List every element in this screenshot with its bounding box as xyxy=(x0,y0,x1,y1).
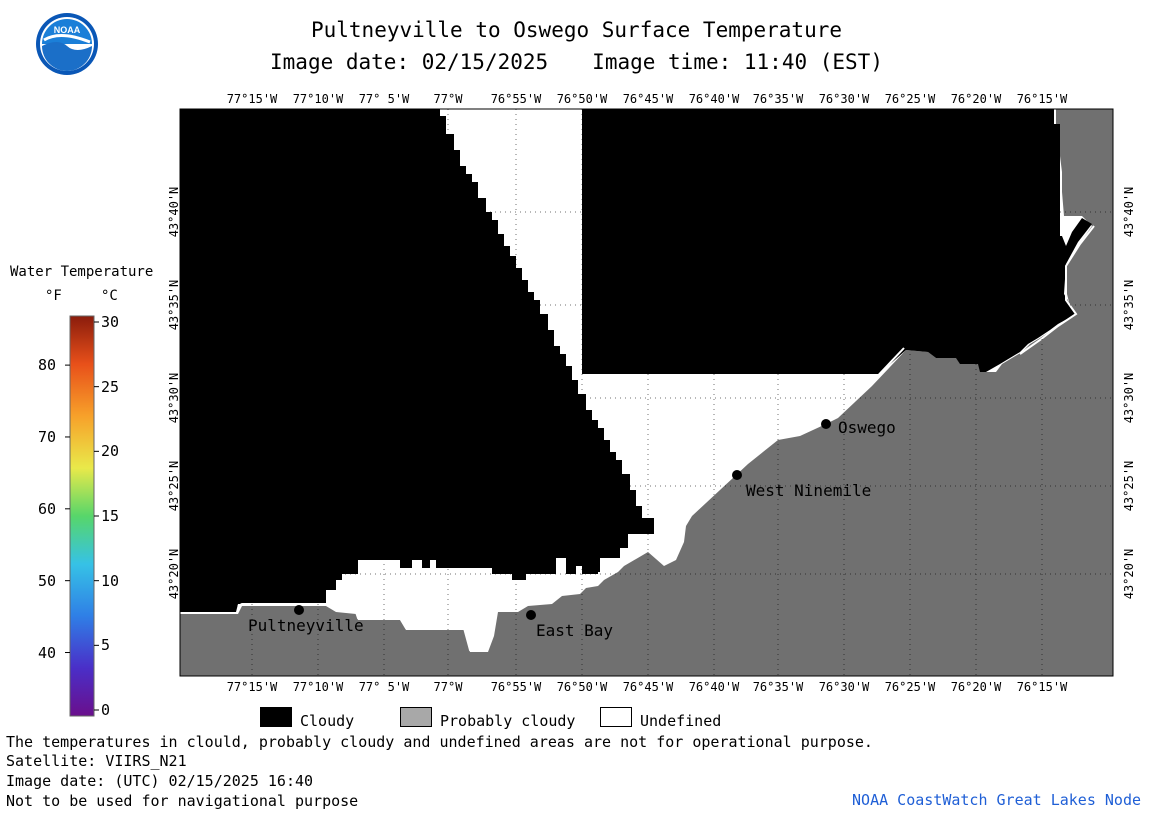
lat-labels-left: 43°40'N 43°35'N 43°30'N 43°25'N 43°20'N xyxy=(167,187,181,600)
footer-note: The temperatures in clould, probably clo… xyxy=(6,733,873,751)
noaa-logo: NOAA xyxy=(36,13,98,75)
lon-label-top: 76°50'W xyxy=(557,92,608,106)
lon-label-bottom: 76°30'W xyxy=(819,680,870,694)
lat-label-right: 43°25'N xyxy=(1122,461,1136,512)
colorbar-c-tick: 0 xyxy=(101,701,111,719)
lon-label-bottom: 76°35'W xyxy=(753,680,804,694)
lat-label-right: 43°20'N xyxy=(1122,549,1136,600)
lon-label-top: 77°15'W xyxy=(227,92,278,106)
lon-label-bottom: 77°W xyxy=(434,680,464,694)
label-oswego: Oswego xyxy=(838,418,896,437)
footer-image-date-utc: Image date: (UTC) 02/15/2025 16:40 xyxy=(6,772,314,790)
lat-label-left: 43°40'N xyxy=(167,187,181,238)
legend-swatch-cloudy xyxy=(260,707,292,727)
marker-west-ninemile xyxy=(732,470,742,480)
colorbar-c-tick: 15 xyxy=(101,507,120,525)
label-pultneyville: Pultneyville xyxy=(248,616,364,635)
cloud-mass-northeast xyxy=(582,109,1092,374)
image-time-label: Image time: 11:40 (EST) xyxy=(592,50,883,74)
lon-label-top: 77°W xyxy=(434,92,464,106)
lon-label-top: 76°45'W xyxy=(623,92,674,106)
colorbar-c-tick: 20 xyxy=(101,442,120,461)
colorbar-unit-f: °F xyxy=(45,288,62,304)
map-title: Pultneyville to Oswego Surface Temperatu… xyxy=(310,18,842,42)
lon-label-top: 77° 5'W xyxy=(359,92,410,106)
colorbar-title: Water Temperature xyxy=(10,264,154,280)
lon-label-bottom: 76°50'W xyxy=(557,680,608,694)
label-east-bay: East Bay xyxy=(536,621,613,640)
lon-label-top: 77°10'W xyxy=(293,92,344,106)
graticule xyxy=(180,109,1113,676)
lat-label-right: 43°30'N xyxy=(1122,373,1136,424)
colorbar-c-tick: 30 xyxy=(101,313,120,331)
lon-label-top: 76°40'W xyxy=(689,92,740,106)
lat-label-left: 43°20'N xyxy=(167,549,181,600)
lon-label-bottom: 77° 5'W xyxy=(359,680,410,694)
marker-pultneyville xyxy=(294,605,304,615)
land-south-shore xyxy=(180,109,1113,676)
legend-label-undefined: Undefined xyxy=(640,712,722,730)
lon-label-top: 76°20'W xyxy=(951,92,1002,106)
lon-label-bottom: 76°55'W xyxy=(491,680,542,694)
footer-satellite: Satellite: VIIRS_N21 xyxy=(6,752,187,770)
lat-labels-right: 43°40'N 43°35'N 43°30'N 43°25'N 43°20'N xyxy=(1122,187,1136,600)
lon-label-top: 76°25'W xyxy=(885,92,936,106)
legend-swatch-probably-cloudy xyxy=(400,707,432,727)
map-subtitle: Image date: 02/15/2025 Image time: 11:40 … xyxy=(0,50,1153,74)
lon-label-top: 76°30'W xyxy=(819,92,870,106)
colorbar-f-tick: 80 xyxy=(38,356,57,375)
lon-label-bottom: 76°15'W xyxy=(1017,680,1068,694)
footer-credit: NOAA CoastWatch Great Lakes Node xyxy=(852,791,1141,809)
lon-label-bottom: 76°40'W xyxy=(689,680,740,694)
marker-east-bay xyxy=(526,610,536,620)
colorbar-f-tick: 60 xyxy=(38,499,57,518)
lon-label-top: 76°55'W xyxy=(491,92,542,106)
lon-label-bottom: 76°45'W xyxy=(623,680,674,694)
footer-nav-warning: Not to be used for navigational purpose xyxy=(6,792,359,810)
lat-label-left: 43°30'N xyxy=(167,373,181,424)
lat-label-left: 43°35'N xyxy=(167,280,181,331)
lat-label-right: 43°40'N xyxy=(1122,187,1136,238)
colorbar-c-tick: 5 xyxy=(101,636,111,655)
image-date-label: Image date: 02/15/2025 xyxy=(270,50,549,74)
lon-label-bottom: 76°20'W xyxy=(951,680,1002,694)
lon-label-top: 76°15'W xyxy=(1017,92,1068,106)
marker-oswego xyxy=(821,419,831,429)
colorbar-unit-c: °C xyxy=(101,288,118,304)
colorbar-f-tick: 70 xyxy=(38,427,57,446)
colorbar-c-tick: 10 xyxy=(101,571,120,590)
legend-label-probably-cloudy: Probably cloudy xyxy=(440,712,576,730)
coastline xyxy=(237,347,905,651)
lat-label-left: 43°25'N xyxy=(167,461,181,512)
lat-label-right: 43°35'N xyxy=(1122,280,1136,331)
colorbar-f-tick: 50 xyxy=(38,571,57,590)
coastline-east xyxy=(1019,225,1095,355)
lon-label-bottom: 77°10'W xyxy=(293,680,344,694)
colorbar-f-tick: 40 xyxy=(38,643,57,662)
color-bar xyxy=(65,315,99,717)
lon-label-bottom: 77°15'W xyxy=(227,680,278,694)
lon-labels-bottom: 77°15'W 77°10'W 77° 5'W 77°W 76°55'W 76°50'W 7… xyxy=(227,680,1068,694)
legend-label-cloudy: Cloudy xyxy=(300,712,355,730)
lon-label-bottom: 76°25'W xyxy=(885,680,936,694)
map-area: Pultneyville East Bay West Ninemile Oswe… xyxy=(179,108,1114,677)
noaa-logo-text: NOAA xyxy=(54,25,81,35)
colorbar-c-tick: 25 xyxy=(101,377,120,396)
lon-label-top: 76°35'W xyxy=(753,92,804,106)
legend-swatch-undefined xyxy=(600,707,632,727)
lon-labels-top: 77°15'W 77°10'W 77° 5'W 77°W 76°55'W 76°50'W 7… xyxy=(227,92,1068,106)
label-west-ninemile: West Ninemile xyxy=(746,481,871,500)
